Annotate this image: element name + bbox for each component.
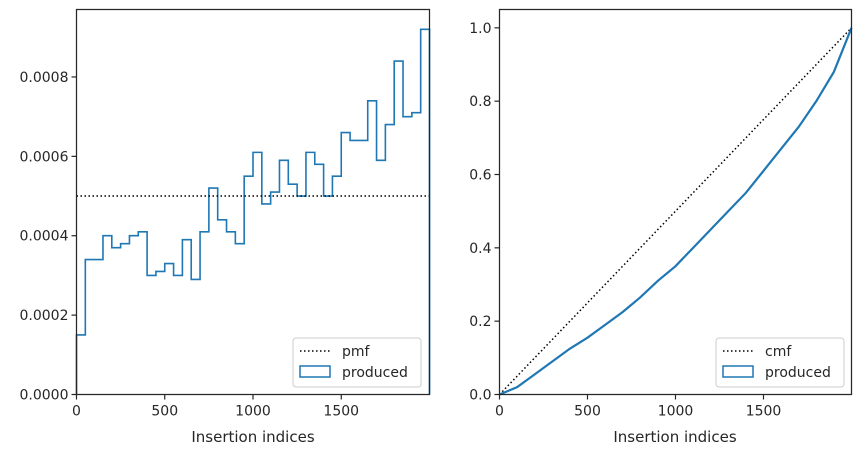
y-tick-label: 0.0000 <box>20 388 69 404</box>
legend-pmf-label: pmf <box>342 344 371 360</box>
y-tick-label: 0.4 <box>469 241 491 257</box>
cmf-reference-line <box>498 27 853 396</box>
y-tick-label: 0.0 <box>469 388 491 404</box>
x-tick-label: 0 <box>495 404 504 420</box>
axis-ticks: 0 500 1000 1500 0.0000 0.0002 0.0004 0.0006 0.00… <box>20 70 360 420</box>
produced-cumulative-line <box>499 27 853 396</box>
cmf-line-chart: 0 500 1000 1500 0.0 0.2 0.4 0.6 0.8 1.0 Insertion… <box>469 8 853 446</box>
x-tick-label: 500 <box>151 404 178 420</box>
legend-produced-swatch <box>299 365 331 378</box>
x-axis-label: Insertion indices <box>191 428 314 446</box>
y-tick-label: 0.0004 <box>20 229 69 245</box>
pmf-histogram-chart: 0 500 1000 1500 0.0000 0.0002 0.0004 0.0006 0.00… <box>20 8 431 446</box>
legend: pmf produced <box>292 337 422 388</box>
x-tick-label: 500 <box>574 404 601 420</box>
legend-produced-label: produced <box>765 365 831 381</box>
plot-area-marks <box>498 27 853 396</box>
axes-frame <box>75 8 431 396</box>
x-tick-label: 1500 <box>746 404 782 420</box>
legend-produced-label: produced <box>342 365 408 381</box>
axis-ticks: 0 500 1000 1500 0.0 0.2 0.4 0.6 0.8 1.0 <box>469 21 781 420</box>
x-axis-label: Insertion indices <box>613 428 736 446</box>
x-tick-label: 1000 <box>235 404 271 420</box>
y-tick-label: 1.0 <box>469 21 491 37</box>
axes-frame <box>498 8 853 396</box>
y-tick-label: 0.8 <box>469 94 491 110</box>
produced-histogram-series <box>75 28 431 395</box>
y-tick-label: 0.0002 <box>20 308 69 324</box>
plot-area-marks <box>75 28 431 395</box>
x-tick-label: 1500 <box>323 404 359 420</box>
x-tick-label: 1000 <box>658 404 694 420</box>
legend: cmf produced <box>715 337 845 388</box>
x-tick-label: 0 <box>72 404 81 420</box>
y-tick-label: 0.0008 <box>20 70 69 86</box>
legend-cmf-label: cmf <box>765 344 792 360</box>
y-tick-label: 0.2 <box>469 314 491 330</box>
legend-produced-swatch <box>722 365 754 378</box>
y-tick-label: 0.6 <box>469 168 491 184</box>
y-tick-label: 0.0006 <box>20 149 69 165</box>
